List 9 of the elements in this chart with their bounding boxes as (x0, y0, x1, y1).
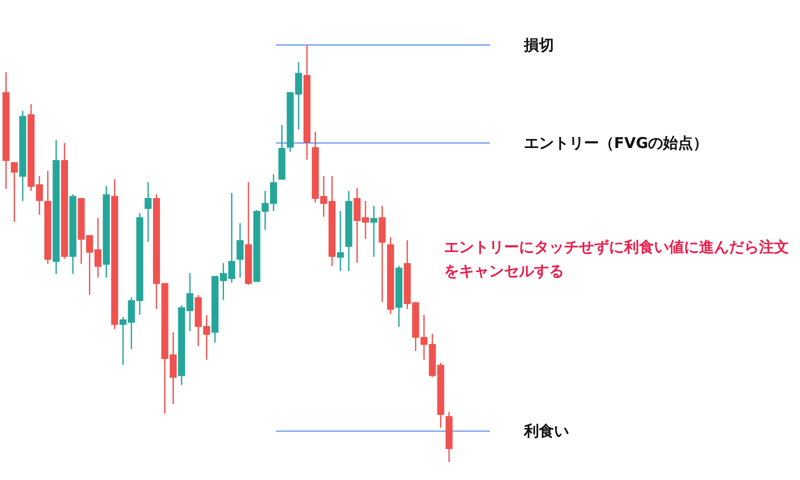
ref-line-label: 利食い (523, 422, 569, 440)
candlestick (236, 222, 244, 278)
candlestick (336, 210, 344, 272)
annotation: エントリーにタッチせずに利食い値に進んだら注文をキャンセルする (444, 238, 789, 280)
candlestick (10, 162, 18, 222)
ref-line-label: エントリー（FVGの始点） (524, 134, 708, 152)
candlestick (144, 182, 152, 242)
candlestick (370, 205, 378, 258)
ref-line-label: 損切 (523, 36, 554, 54)
